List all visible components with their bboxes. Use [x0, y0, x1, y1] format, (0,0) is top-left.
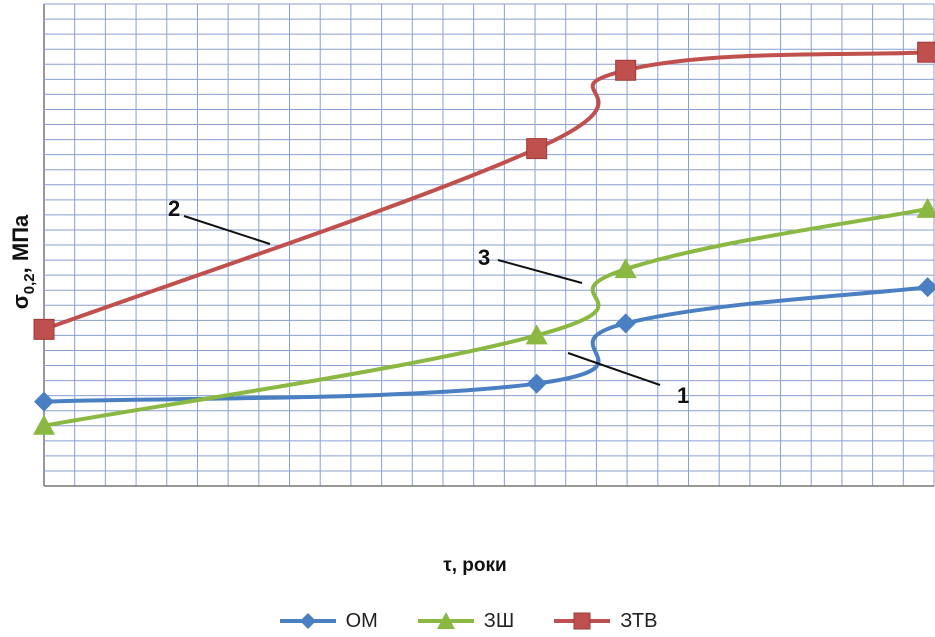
- data-point-triangle: [525, 324, 548, 345]
- data-point-square: [33, 318, 55, 340]
- markers: [33, 41, 935, 435]
- data-point-square: [615, 59, 637, 81]
- legend-label-zsh: ЗШ: [483, 609, 515, 632]
- legend-item-om: ОМ: [278, 610, 378, 633]
- annotation-lines: [183, 215, 661, 386]
- series-lines: [43, 50, 929, 428]
- data-point-square: [526, 138, 548, 160]
- data-point-triangle: [614, 258, 637, 279]
- legend-item-ztv: ЗТВ: [552, 610, 657, 633]
- y-axis-label-symbol: σ: [8, 294, 33, 309]
- annotation-leader-1: [567, 352, 661, 386]
- legend: ОМ ЗШ ЗТВ: [0, 606, 935, 636]
- data-point-diamond: [917, 277, 935, 298]
- series-line-0: [43, 285, 928, 404]
- y-axis-label-unit: , МПа: [8, 214, 33, 273]
- data-point-square: [917, 41, 935, 63]
- legend-label-ztv: ЗТВ: [620, 609, 658, 632]
- data-point-triangle: [916, 197, 935, 218]
- y-axis-label-subscript: 0,2: [21, 273, 38, 294]
- data-point-diamond: [34, 391, 54, 412]
- y-axis-label: σ0,2, МПа: [8, 214, 38, 309]
- annotation-leader-2: [183, 215, 271, 245]
- legend-swatch-zsh: [417, 612, 474, 629]
- grid: [43, 3, 935, 487]
- legend-swatch-ztv: [554, 612, 611, 630]
- legend-item-zsh: ЗШ: [416, 610, 514, 633]
- chart: 1 2 3 σ0,2, МПа τ, роки: [8, 3, 935, 576]
- data-point-diamond: [526, 373, 547, 394]
- legend-swatch-om: [279, 613, 336, 629]
- data-point-diamond: [615, 313, 636, 334]
- data-point-triangle: [33, 414, 55, 435]
- legend-label-om: ОМ: [345, 609, 378, 632]
- annotation-label-2: 2: [168, 196, 180, 221]
- series-line-2: [43, 50, 928, 332]
- x-axis-label: τ, роки: [443, 555, 506, 576]
- annotation-leader-3: [497, 259, 583, 284]
- series-line-1: [43, 206, 929, 428]
- annotation-label-1: 1: [677, 383, 689, 408]
- annotation-label-3: 3: [478, 245, 490, 270]
